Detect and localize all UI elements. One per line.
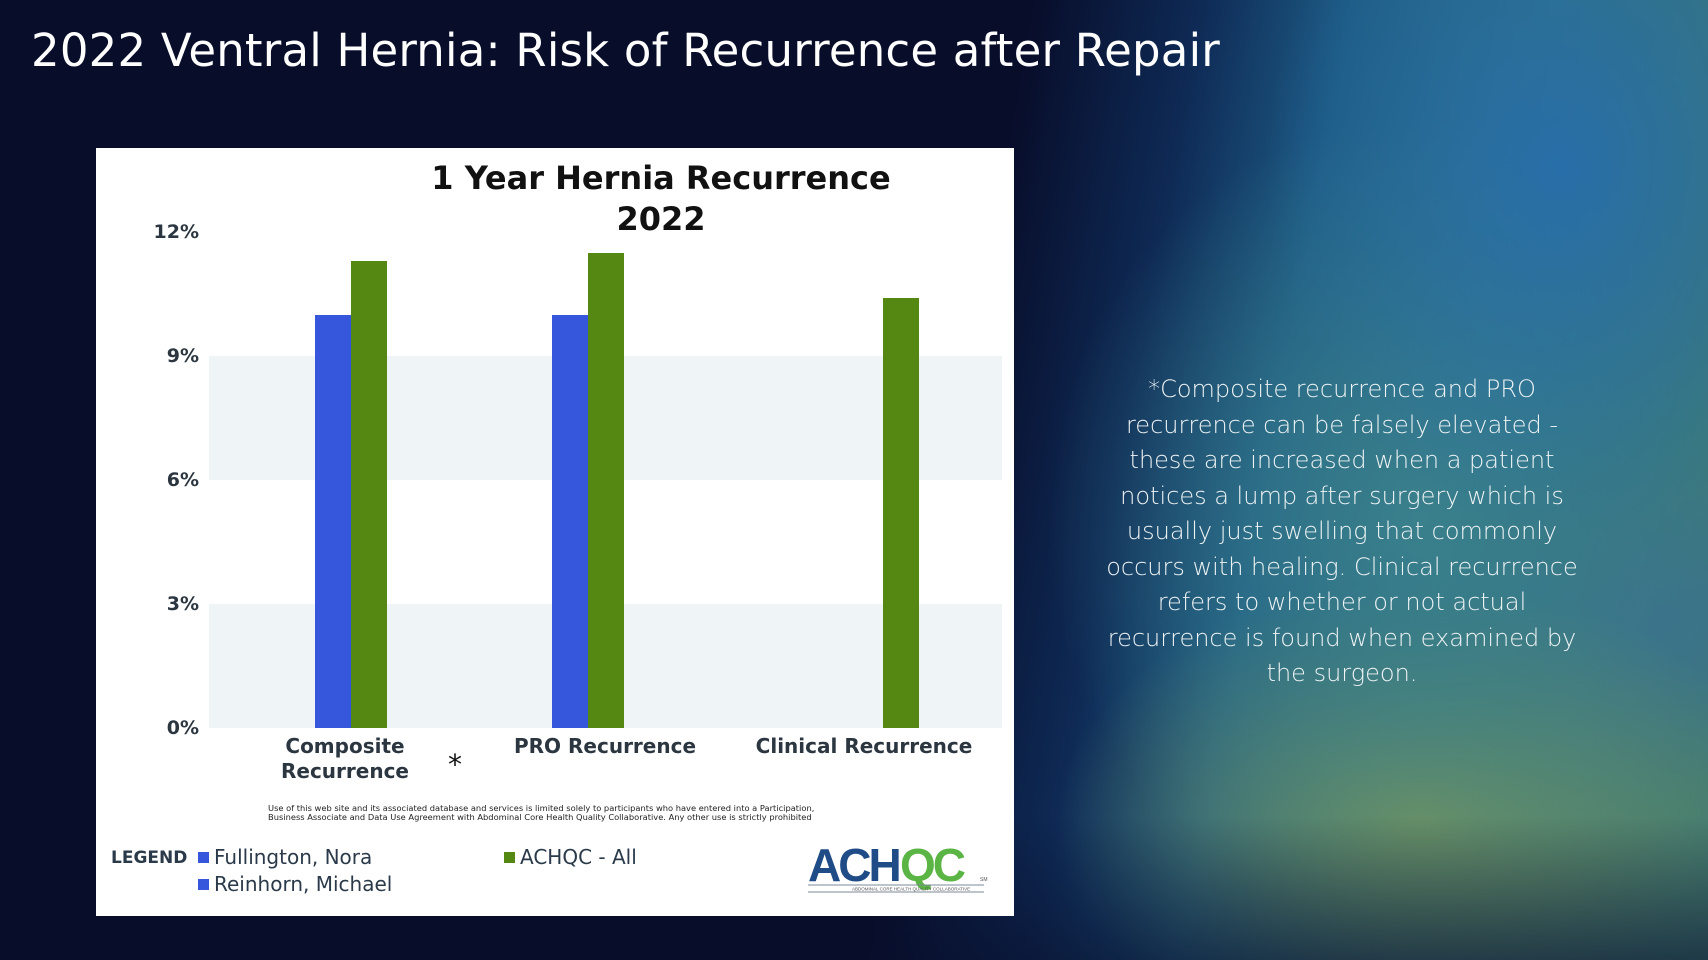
logo-tm: SM xyxy=(980,877,988,883)
slide-title: 2022 Ventral Hernia: Risk of Recurrence … xyxy=(31,24,1220,77)
legend-title: LEGEND xyxy=(111,848,188,868)
chart-title-line1: 1 Year Hernia Recurrence xyxy=(431,159,891,197)
chart-card: 1 Year Hernia Recurrence 2022 0% 3% 6% 9% 12… xyxy=(96,148,1014,916)
footnote-asterisk: * xyxy=(448,748,462,781)
x-axis-label: PRO Recurrence xyxy=(513,734,697,758)
bar-composite-recurrence-achqc-all xyxy=(351,260,387,728)
plot-area: 0% 3% 6% 9% 12% xyxy=(154,221,1002,739)
legend-item-achqc-all: ACHQC - All xyxy=(504,845,637,869)
y-tick-label: 9% xyxy=(166,345,199,367)
disclaimer-text: Use of this web site and its associated … xyxy=(268,803,815,822)
logo-ach: ACH xyxy=(808,843,899,891)
x-axis-label: Clinical Recurrence xyxy=(755,734,973,758)
legend-swatch-blue-icon xyxy=(198,878,209,890)
legend-swatch-blue-icon xyxy=(198,851,209,863)
legend-label: Fullington, Nora xyxy=(214,845,373,869)
legend-item-reinhorn: Reinhorn, Michael xyxy=(198,872,392,896)
y-tick-label: 3% xyxy=(166,593,199,615)
legend-label: ACHQC - All xyxy=(520,845,637,869)
bar-composite-recurrence-surgeon xyxy=(315,314,351,728)
x-axis-label: Composite Recurrence xyxy=(280,734,409,783)
chart-title-line2: 2022 xyxy=(616,200,706,238)
chart-title: 1 Year Hernia Recurrence 2022 xyxy=(301,158,1021,240)
legend-item-fullington: Fullington, Nora xyxy=(198,845,372,869)
logo-tagline: ABDOMINAL CORE HEALTH QUALITY COLLABORAT… xyxy=(852,887,970,892)
logo-qc: QC xyxy=(900,843,965,891)
legend-swatch-green-icon xyxy=(504,851,515,863)
bar-clinical-recurrence-achqc-all xyxy=(883,298,919,728)
bar-pro-recurrence-surgeon xyxy=(552,314,588,728)
footnote-explanation: *Composite recurrence and PRO recurrence… xyxy=(1106,375,1578,687)
y-tick-label: 12% xyxy=(153,221,199,243)
bar-pro-recurrence-achqc-all xyxy=(588,252,624,728)
y-tick-label: 6% xyxy=(166,469,199,491)
legend-label: Reinhorn, Michael xyxy=(214,872,393,896)
achqc-logo: ACH QC SM ABDOMINAL CORE HEALTH QUALITY … xyxy=(808,843,988,893)
y-tick-label: 0% xyxy=(166,717,199,739)
